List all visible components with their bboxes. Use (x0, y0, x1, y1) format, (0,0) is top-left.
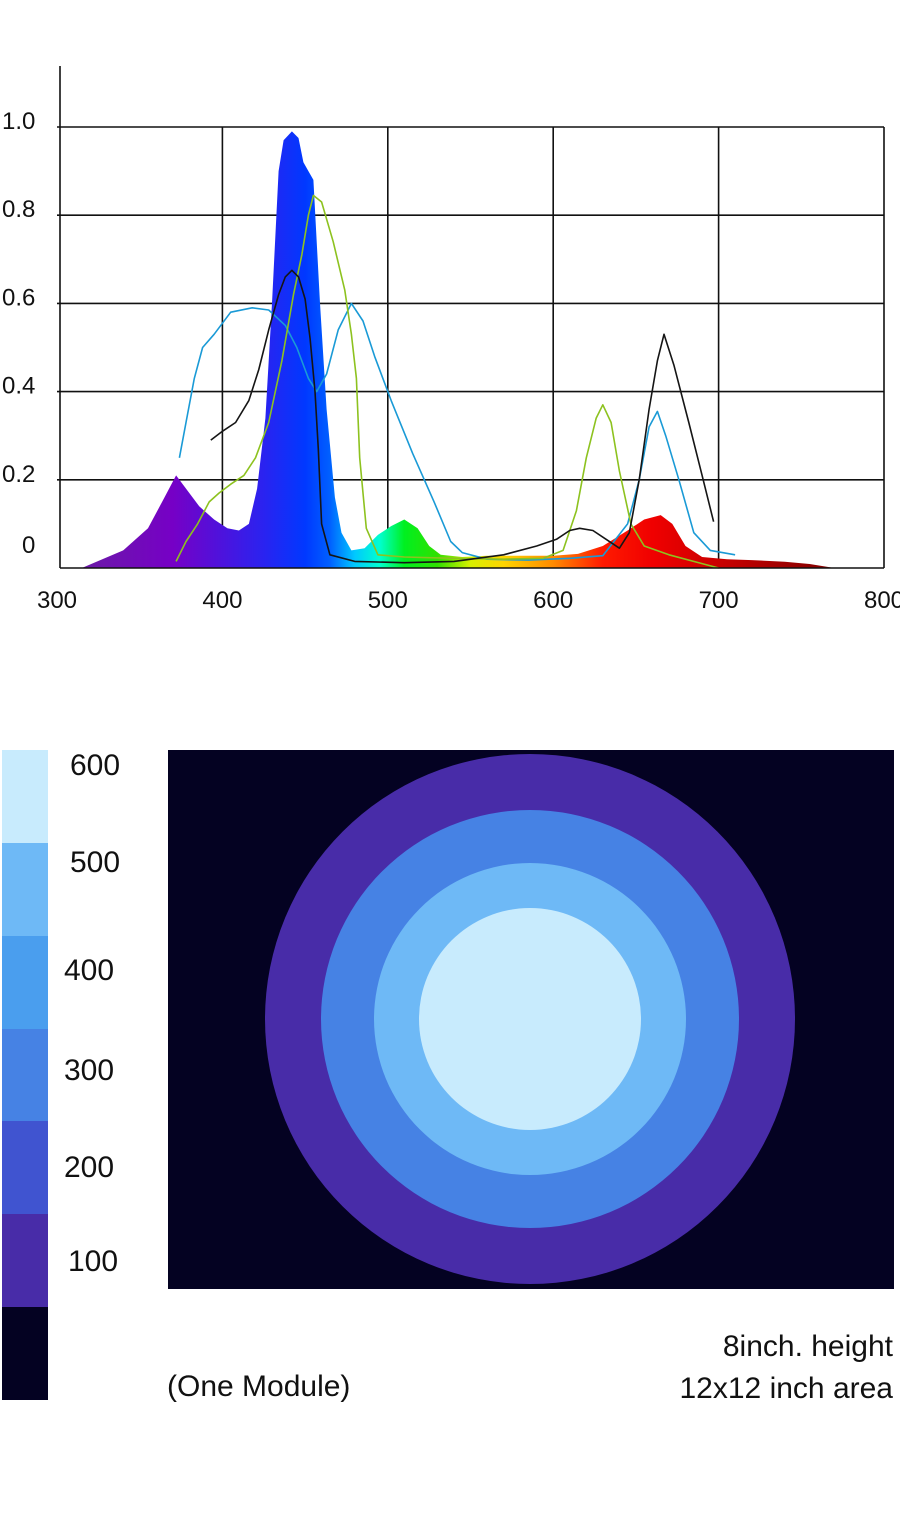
legend-swatch (2, 1028, 48, 1122)
x-tick-label: 500 (368, 587, 408, 614)
y-tick-label: 1.0 (2, 108, 35, 135)
chart-axes (59, 66, 884, 569)
legend-label: 500 (70, 846, 121, 879)
ppfd-intensity-map (168, 750, 894, 1289)
y-tick-label: 0 (22, 532, 35, 559)
legend-swatch (2, 1214, 48, 1308)
legend-swatch (2, 1307, 48, 1401)
x-tick-label: 600 (533, 587, 573, 614)
color-scale-legend (2, 750, 48, 1401)
spectrum-line-1 (178, 302, 736, 561)
legend-label: 100 (68, 1245, 119, 1278)
y-tick-label: 0.4 (2, 373, 35, 400)
y-tick-label: 0.2 (2, 461, 35, 488)
legend-swatch (2, 842, 48, 937)
legend-swatch (2, 750, 48, 844)
legend-label: 200 (64, 1151, 115, 1184)
x-tick-label: 400 (202, 587, 242, 614)
legend-swatch (2, 935, 48, 1030)
legend-label: 400 (64, 954, 115, 987)
legend-label: 300 (64, 1054, 115, 1087)
spectral-distribution-chart: 300 400 500 600 700 800 0 0.2 0.4 0.6 0.8 1.0 (2, 66, 900, 614)
chart-tick-labels: 300 400 500 600 700 800 0 0.2 0.4 0.6 0.8 1.0 (2, 108, 900, 614)
spectrum-fill-area (81, 131, 835, 568)
legend-swatch (2, 1121, 48, 1215)
module-caption: (One Module) (167, 1370, 351, 1403)
chart-grid (57, 126, 885, 568)
y-tick-label: 0.8 (2, 196, 35, 223)
spectrum-lines (175, 194, 736, 569)
area-caption: 12x12 inch area (679, 1372, 894, 1405)
intensity-ring-4 (419, 908, 641, 1130)
spectrum-line-2 (175, 194, 719, 569)
height-caption: 8inch. height (722, 1330, 893, 1363)
spectrum-line-3 (210, 269, 715, 564)
x-tick-label: 700 (699, 587, 739, 614)
legend-label: 600 (70, 749, 121, 782)
x-tick-label: 800 (864, 587, 900, 614)
x-tick-label: 300 (37, 587, 77, 614)
y-tick-label: 0.6 (2, 284, 35, 311)
